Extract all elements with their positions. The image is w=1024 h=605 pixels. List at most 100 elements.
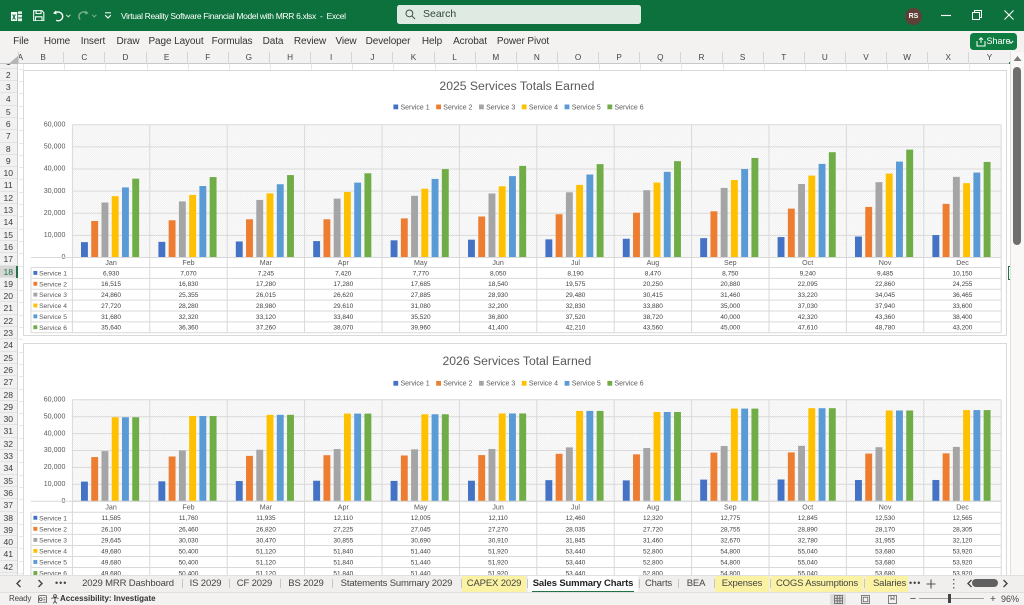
- svg-text:Service 3: Service 3: [486, 105, 515, 112]
- svg-text:Service 6: Service 6: [39, 571, 67, 575]
- svg-text:Service 3: Service 3: [39, 538, 67, 545]
- svg-text:53,680: 53,680: [875, 560, 895, 567]
- svg-text:32,120: 32,120: [953, 538, 973, 545]
- svg-text:9,485: 9,485: [877, 271, 894, 278]
- svg-text:22,095: 22,095: [798, 282, 818, 289]
- svg-text:31,845: 31,845: [566, 538, 586, 545]
- svg-text:28,755: 28,755: [721, 527, 741, 534]
- svg-text:32,830: 32,830: [566, 303, 586, 310]
- svg-text:30,000: 30,000: [44, 187, 66, 195]
- svg-text:55,040: 55,040: [798, 549, 818, 556]
- svg-text:51,440: 51,440: [411, 549, 431, 556]
- svg-text:31,680: 31,680: [101, 314, 121, 321]
- svg-text:Jun: Jun: [493, 504, 504, 512]
- svg-text:Jan: Jan: [106, 504, 117, 512]
- svg-text:12,005: 12,005: [411, 516, 431, 523]
- svg-text:12,775: 12,775: [721, 516, 741, 523]
- svg-text:19,575: 19,575: [566, 282, 586, 289]
- svg-text:51,920: 51,920: [488, 571, 508, 575]
- svg-text:11,585: 11,585: [102, 516, 122, 523]
- svg-text:32,200: 32,200: [488, 303, 508, 310]
- svg-text:11,935: 11,935: [256, 516, 276, 523]
- svg-text:Dec: Dec: [956, 504, 969, 512]
- svg-text:27,885: 27,885: [411, 292, 431, 299]
- svg-text:Aug: Aug: [647, 259, 660, 267]
- svg-text:30,690: 30,690: [411, 538, 431, 545]
- svg-text:50,000: 50,000: [44, 413, 66, 421]
- svg-text:Feb: Feb: [183, 504, 195, 512]
- svg-text:22,860: 22,860: [875, 282, 895, 289]
- svg-text:35,000: 35,000: [721, 303, 741, 310]
- svg-text:27,045: 27,045: [411, 527, 431, 534]
- svg-text:35,640: 35,640: [101, 325, 121, 332]
- svg-text:53,680: 53,680: [875, 571, 895, 575]
- svg-text:54,800: 54,800: [721, 571, 741, 575]
- svg-text:12,320: 12,320: [643, 516, 663, 523]
- svg-text:17,280: 17,280: [256, 282, 276, 289]
- svg-text:38,720: 38,720: [643, 314, 663, 321]
- svg-text:Apr: Apr: [338, 259, 350, 267]
- svg-text:30,030: 30,030: [179, 538, 199, 545]
- svg-text:Service 1: Service 1: [401, 381, 430, 388]
- svg-text:7,245: 7,245: [258, 271, 275, 278]
- svg-text:Aug: Aug: [647, 504, 660, 512]
- svg-text:6,930: 6,930: [103, 271, 120, 278]
- svg-text:26,015: 26,015: [256, 292, 276, 299]
- svg-text:Jul: Jul: [571, 504, 580, 512]
- svg-text:28,890: 28,890: [798, 527, 818, 534]
- svg-text:33,840: 33,840: [334, 314, 354, 321]
- svg-text:Service 4: Service 4: [529, 105, 558, 112]
- svg-text:51,440: 51,440: [411, 571, 431, 575]
- svg-text:8,750: 8,750: [722, 271, 739, 278]
- svg-text:32,780: 32,780: [798, 538, 818, 545]
- svg-text:53,440: 53,440: [566, 560, 586, 567]
- svg-text:Sep: Sep: [724, 504, 737, 512]
- svg-text:51,920: 51,920: [488, 549, 508, 556]
- svg-text:52,800: 52,800: [643, 560, 663, 567]
- svg-text:16,515: 16,515: [101, 282, 121, 289]
- svg-text:29,480: 29,480: [566, 292, 586, 299]
- svg-text:18,540: 18,540: [488, 282, 508, 289]
- svg-text:31,955: 31,955: [875, 538, 895, 545]
- svg-text:50,400: 50,400: [179, 571, 199, 575]
- svg-text:32,670: 32,670: [721, 538, 741, 545]
- svg-text:36,800: 36,800: [488, 314, 508, 321]
- svg-text:52,800: 52,800: [643, 571, 663, 575]
- svg-text:17,685: 17,685: [411, 282, 431, 289]
- svg-text:38,400: 38,400: [953, 314, 973, 321]
- svg-text:26,820: 26,820: [256, 527, 276, 534]
- svg-text:27,720: 27,720: [643, 527, 663, 534]
- svg-text:38,070: 38,070: [334, 325, 354, 332]
- svg-text:12,530: 12,530: [875, 516, 895, 523]
- svg-text:2026 Services Total Earned: 2026 Services Total Earned: [443, 354, 592, 368]
- svg-text:20,000: 20,000: [44, 463, 66, 471]
- svg-text:Service 5: Service 5: [39, 560, 67, 567]
- svg-text:33,880: 33,880: [643, 303, 663, 310]
- svg-text:Apr: Apr: [338, 504, 350, 512]
- svg-text:50,400: 50,400: [179, 549, 199, 556]
- svg-text:31,460: 31,460: [643, 538, 663, 545]
- svg-text:51,840: 51,840: [334, 560, 354, 567]
- svg-text:12,110: 12,110: [489, 516, 509, 523]
- svg-text:8,190: 8,190: [568, 271, 585, 278]
- svg-text:30,000: 30,000: [44, 447, 66, 455]
- svg-text:49,680: 49,680: [101, 549, 121, 556]
- svg-text:30,855: 30,855: [334, 538, 354, 545]
- svg-text:50,000: 50,000: [44, 143, 66, 151]
- svg-text:Sep: Sep: [724, 259, 737, 267]
- svg-text:Service 5: Service 5: [572, 105, 601, 112]
- svg-text:Service 5: Service 5: [572, 381, 601, 388]
- svg-text:Service 6: Service 6: [615, 381, 644, 388]
- svg-text:7,420: 7,420: [335, 271, 352, 278]
- svg-text:31,080: 31,080: [411, 303, 431, 310]
- svg-text:30,415: 30,415: [643, 292, 663, 299]
- svg-text:Mar: Mar: [260, 259, 273, 267]
- svg-text:17,280: 17,280: [334, 282, 354, 289]
- svg-text:48,780: 48,780: [875, 325, 895, 332]
- svg-text:Service 1: Service 1: [39, 271, 67, 278]
- svg-text:33,120: 33,120: [256, 314, 276, 321]
- svg-text:2025 Services Totals Earned: 2025 Services Totals Earned: [440, 79, 595, 93]
- svg-text:16,830: 16,830: [179, 282, 199, 289]
- svg-text:May: May: [414, 504, 428, 512]
- svg-text:60,000: 60,000: [44, 396, 66, 404]
